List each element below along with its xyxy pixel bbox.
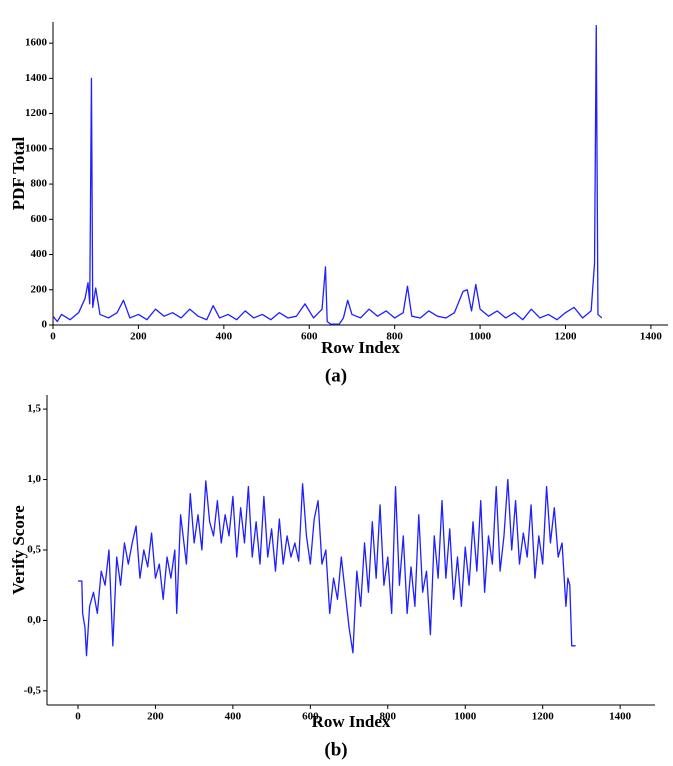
- x-tick-label: 0: [75, 711, 81, 723]
- y-tick-label: 0,5: [27, 544, 41, 556]
- x-tick-label: 800: [386, 331, 403, 343]
- x-tick-label: 800: [380, 711, 397, 723]
- y-tick-label: 1,0: [27, 473, 41, 485]
- y-axis-label: Verify Score: [9, 505, 28, 595]
- x-axis-label: Row Index: [312, 712, 391, 731]
- y-tick-label: 1,5: [27, 403, 41, 415]
- y-tick-label: 0: [42, 319, 48, 331]
- x-tick-label: 1000: [469, 331, 492, 343]
- x-tick-label: 600: [301, 331, 318, 343]
- y-tick-label: 200: [31, 283, 48, 295]
- y-tick-label: 1200: [25, 107, 48, 119]
- x-tick-label: 600: [302, 711, 319, 723]
- x-tick-label: 0: [50, 331, 56, 343]
- x-axis-label: Row Index: [321, 338, 400, 357]
- y-tick-label: 1000: [25, 142, 48, 154]
- x-tick-label: 200: [147, 711, 164, 723]
- y-tick-label: 600: [31, 213, 48, 225]
- y-axis-label: PDF Total: [9, 136, 28, 210]
- x-tick-label: 1200: [555, 331, 578, 343]
- x-tick-label: 1400: [609, 711, 632, 723]
- caption: (b): [324, 739, 347, 760]
- x-tick-label: 400: [216, 331, 233, 343]
- x-tick-label: 1400: [640, 331, 663, 343]
- y-tick-label: 0,0: [27, 614, 41, 626]
- data-line: [52, 24, 603, 325]
- x-tick-label: 1000: [454, 711, 477, 723]
- y-tick-label: 1600: [25, 37, 48, 49]
- x-tick-label: 400: [225, 711, 242, 723]
- y-tick-label: 1400: [25, 72, 48, 84]
- caption: (a): [325, 365, 347, 386]
- x-tick-label: 1200: [532, 711, 555, 723]
- y-tick-label: 800: [31, 178, 48, 190]
- y-tick-label: -0,5: [24, 684, 42, 696]
- data-line: [77, 478, 576, 657]
- y-tick-label: 400: [31, 248, 48, 260]
- x-tick-label: 200: [130, 331, 147, 343]
